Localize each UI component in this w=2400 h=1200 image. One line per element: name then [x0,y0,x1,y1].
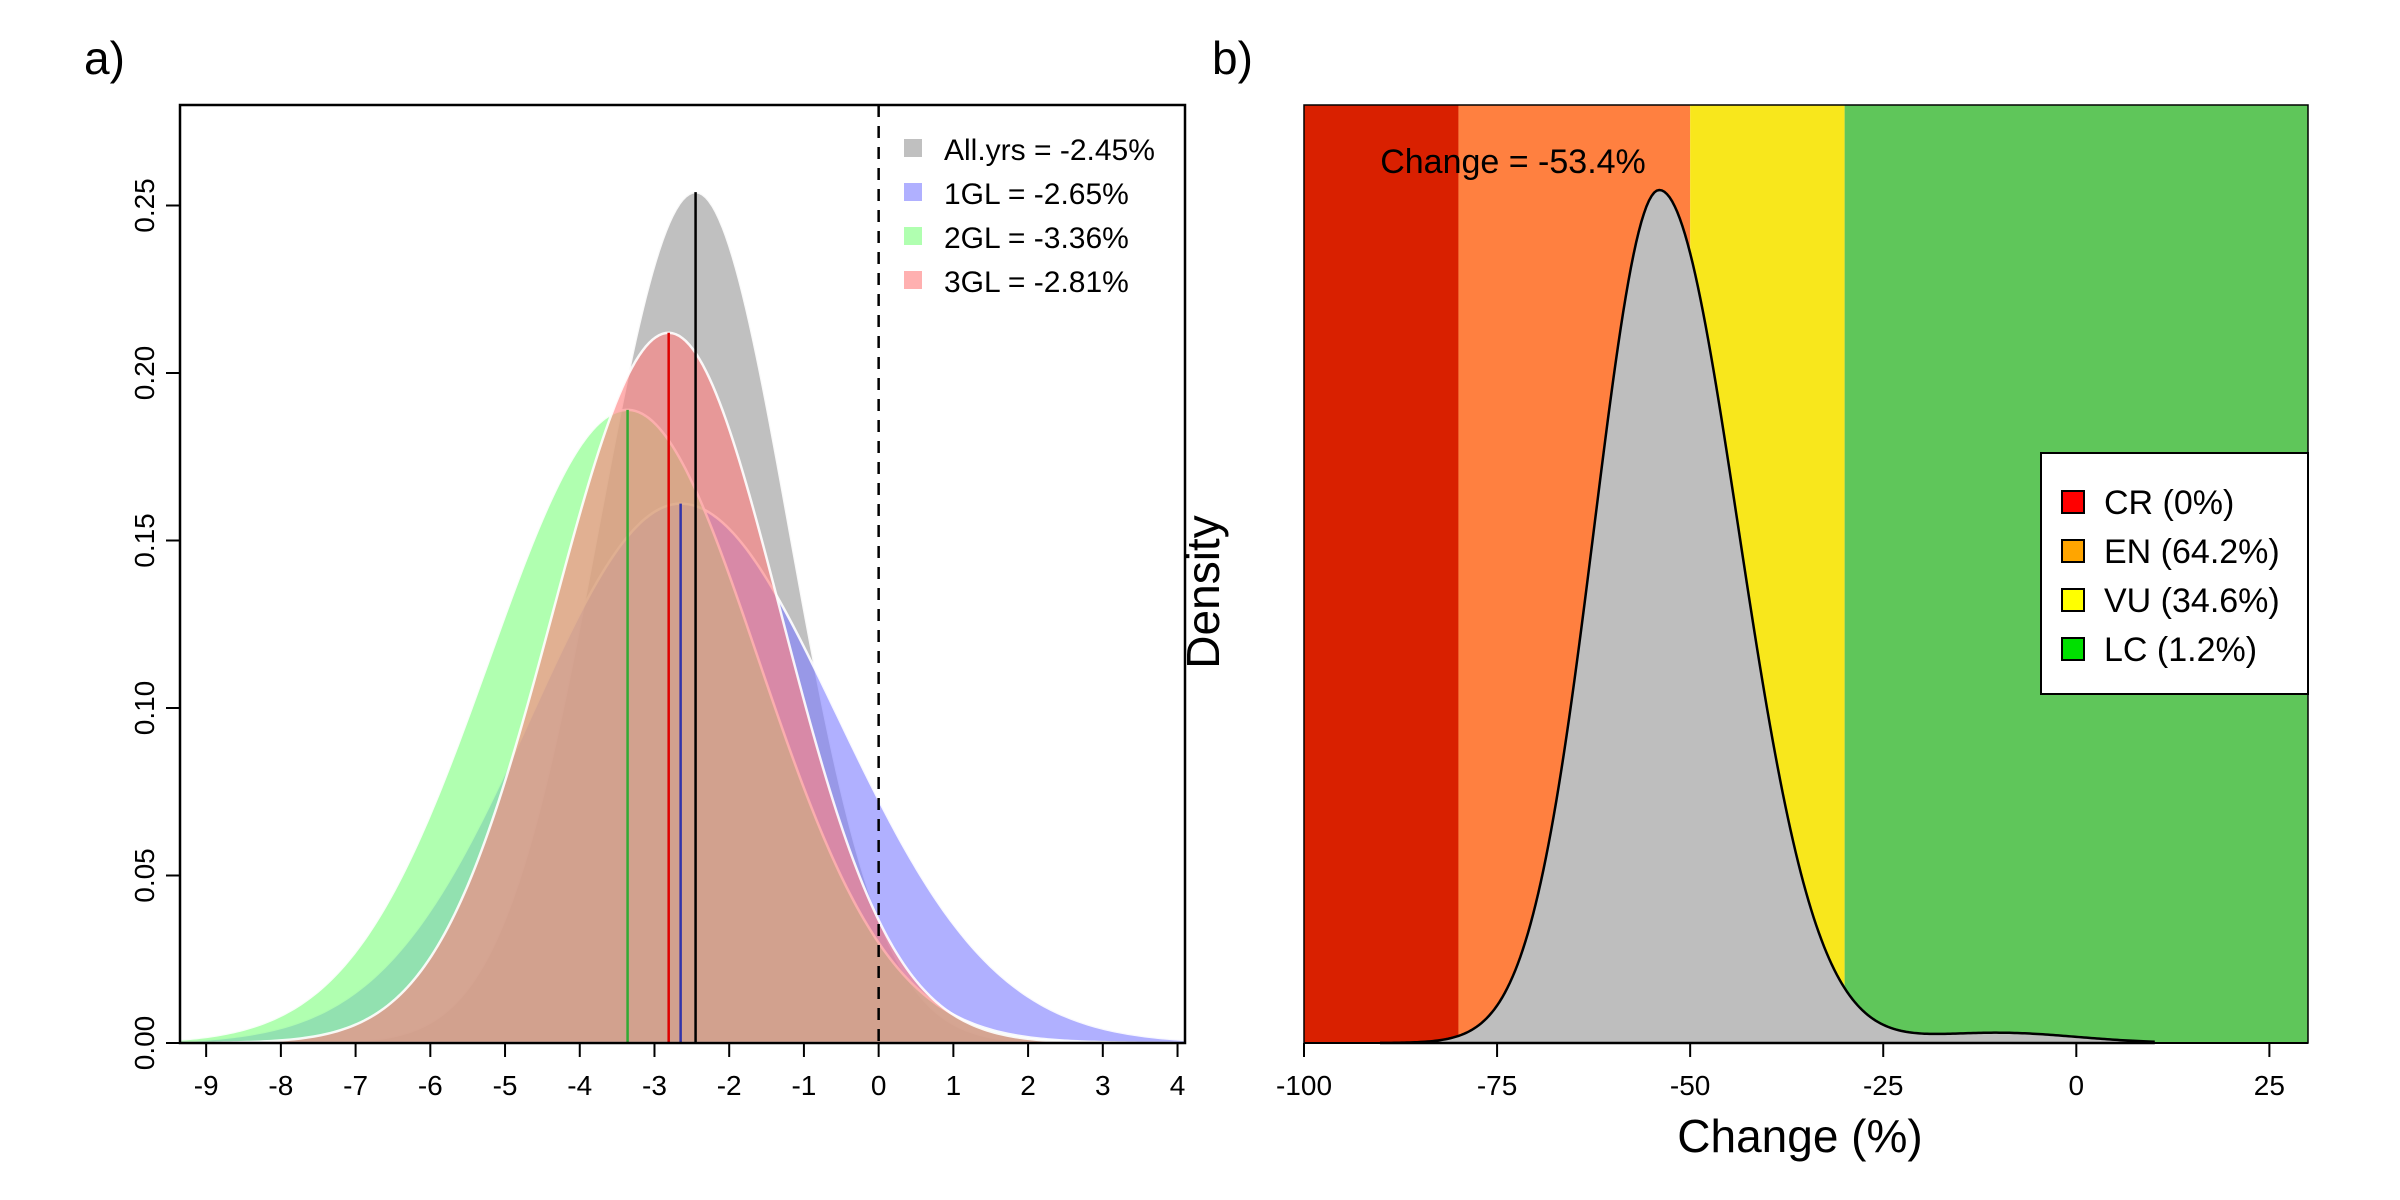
panel-a-x-tick-label: -6 [418,1070,443,1101]
panel-a-x-tick-label: -8 [268,1070,293,1101]
panel-a-legend-label: 2GL = -3.36% [944,222,1129,255]
panel-a-legend-swatch [904,271,922,289]
panel-a-legend: All.yrs = -2.45% 1GL = -2.65% 2GL = -3.36%… [904,134,1155,299]
panel-b-legend: CR (0%) EN (64.2%) VU (34.6%) LC (1.2%) [2040,452,2309,695]
panel-a-y-tick-label: 0.10 [129,681,160,736]
panel-b-change-annotation: Change = -53.4% [1380,143,1646,181]
panel-a-legend-label: 1GL = -2.65% [944,178,1129,211]
panel-a-x-tick-label: -7 [343,1070,368,1101]
panel-a-y-tick-label: 0.15 [129,513,160,568]
panel-a-x-tick-label: -3 [642,1070,667,1101]
panel-a: a) -9 -8 -7 -6 -5 -4 -3 -2 -1 0 1 2 3 4 0.000.050.100… [84,32,1187,1101]
panel-b-legend-label: EN (64.2%) [2104,533,2280,571]
panel-a-legend-label: All.yrs = -2.45% [944,134,1155,167]
panel-b-x-axis-title: Change (%) [1677,1110,1922,1162]
panel-b-y-axis-title: Density [1177,515,1229,668]
panel-a-x-tick-label: -2 [717,1070,742,1101]
panel-b-legend-label: LC (1.2%) [2104,631,2257,669]
panel-a-y-tick-label: 0.20 [129,346,160,401]
panel-a-x-tick-label: -1 [791,1070,816,1101]
panel-b-x-tick-label: -100 [1276,1070,1332,1101]
panel-b-legend-swatch [2061,490,2085,514]
panel-b-legend-label: CR (0%) [2104,484,2234,522]
panel-a-x-tick-label: 0 [871,1070,887,1101]
panel-a-y-axis: 0.00 0.05 0.10 0.15 0.20 0.25 [129,178,180,1070]
panel-a-density-curves [178,190,1187,1045]
panel-b-x-tick-label: 0 [2069,1070,2085,1101]
panel-a-x-axis: -9 -8 -7 -6 -5 -4 -3 -2 -1 0 1 2 3 4 [194,1042,1186,1101]
panel-b-legend-label: VU (34.6%) [2104,582,2280,620]
panel-a-density-3 [178,331,1187,1045]
panel-a-x-tick-label: -5 [493,1070,518,1101]
panel-b: b) Change = -53.4% -100 -75 -50 -25 0 25 Chan… [1177,32,2309,1162]
panel-a-y-tick-label: 0.05 [129,848,160,903]
panel-b-x-tick-label: -25 [1863,1070,1903,1101]
panel-b-x-axis: -100 -75 -50 -25 0 25 [1276,1042,2308,1101]
panel-a-mean-lines [626,192,697,1043]
panel-b-x-tick-label: -50 [1670,1070,1710,1101]
panel-a-y-tick-label: 0.25 [129,178,160,233]
panel-b-x-tick-label: -75 [1477,1070,1517,1101]
panel-b-density-curve [1379,188,2155,1045]
panel-b-legend-swatch [2061,637,2085,661]
panel-a-x-tick-label: -9 [194,1070,219,1101]
panel-a-label: a) [84,32,125,84]
panel-a-legend-swatch [904,227,922,245]
panel-b-legend-swatch [2061,539,2085,563]
panel-a-x-tick-label: 1 [946,1070,962,1101]
panel-a-x-tick-label: 2 [1020,1070,1036,1101]
panel-b-legend-swatch [2061,588,2085,612]
panel-a-legend-swatch [904,183,922,201]
panel-b-label: b) [1212,32,1253,84]
panel-a-x-tick-label: 4 [1170,1070,1186,1101]
panel-a-x-tick-label: -4 [567,1070,592,1101]
panel-a-legend-swatch [904,139,922,157]
panel-b-band [1304,105,1459,1043]
panel-a-x-tick-label: 3 [1095,1070,1111,1101]
panel-b-x-tick-label: 25 [2254,1070,2285,1101]
panel-a-y-tick-label: 0.00 [129,1016,160,1071]
panel-a-legend-label: 3GL = -2.81% [944,266,1129,299]
panel-b-legend-box [2040,452,2309,695]
